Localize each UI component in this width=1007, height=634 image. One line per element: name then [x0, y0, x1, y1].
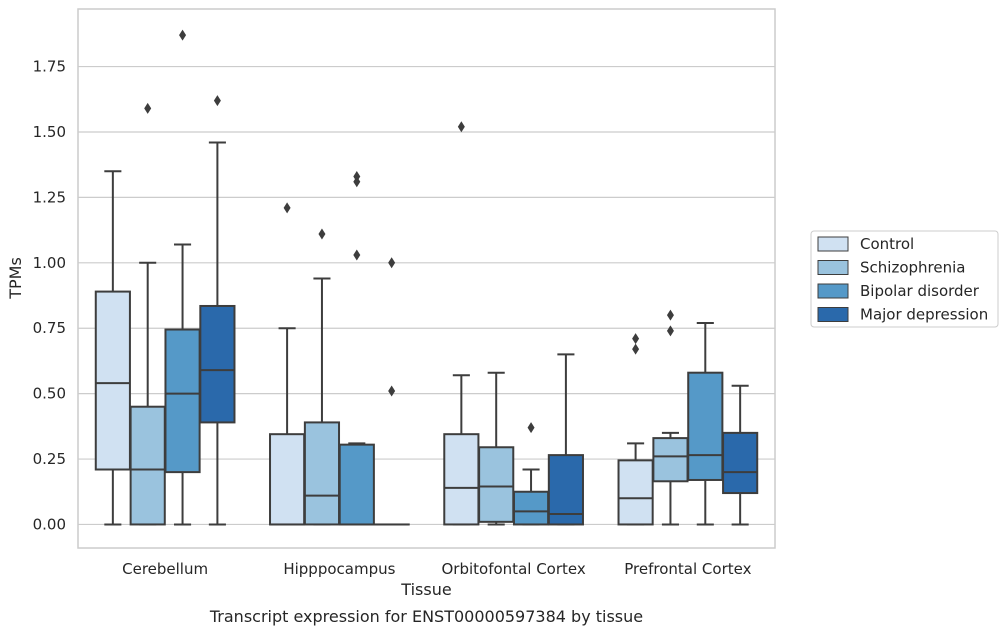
legend-swatch — [817, 283, 849, 299]
box-hipppocampus — [373, 257, 410, 526]
legend-label: Bipolar disorder — [860, 282, 980, 300]
x-tick-label: Orbitofontal Cortex — [442, 560, 586, 578]
x-tick-label: Hipppocampus — [283, 560, 395, 578]
y-tick-label: 0.50 — [33, 385, 66, 403]
box-iqr — [269, 433, 306, 526]
box-orbitofontal-cortex — [443, 121, 480, 526]
plot-area-frame — [77, 8, 776, 549]
y-axis-ticks: 0.00 0.25 0.50 0.75 1.00 1.25 1.50 1.75 — [33, 58, 66, 534]
y-axis-title: TPMs — [6, 257, 25, 300]
box-orbitofontal-cortex — [512, 422, 550, 526]
y-tick-label: 1.00 — [33, 254, 66, 272]
y-tick-label: 1.25 — [33, 188, 66, 206]
y-tick-label: 0.75 — [33, 319, 66, 337]
series-schizophrenia — [129, 102, 689, 526]
box-iqr — [129, 405, 166, 526]
y-tick-label: 1.75 — [33, 58, 66, 76]
series-bipolar-disorder — [164, 29, 724, 526]
box-iqr — [199, 304, 236, 424]
legend-label: Schizophrenia — [860, 259, 965, 277]
y-tick-label: 0.25 — [33, 450, 66, 468]
box-cerebellum — [199, 95, 236, 526]
box-cerebellum — [129, 102, 166, 526]
outlier-point — [632, 343, 640, 355]
box-iqr — [512, 490, 550, 526]
series-control — [94, 121, 654, 526]
outlier-point — [144, 102, 152, 114]
box-iqr — [94, 290, 131, 471]
box-hipppocampus — [338, 170, 375, 526]
outlier-point — [632, 333, 640, 345]
outlier-point — [353, 170, 361, 182]
box-iqr — [652, 437, 689, 483]
box-prefrontal-cortex — [652, 309, 689, 526]
outlier-point — [527, 422, 535, 434]
legend-item: Major depression — [817, 306, 988, 324]
outlier-point — [666, 325, 674, 337]
outlier-point — [318, 228, 326, 240]
legend-frame — [810, 230, 999, 328]
legend-item: Schizophrenia — [817, 259, 965, 277]
box-iqr — [303, 421, 341, 526]
x-axis-ticks: Cerebellum Hipppocampus Orbitofontal Corte… — [122, 560, 751, 578]
legend-label: Major depression — [860, 306, 988, 324]
legend-swatch — [817, 260, 849, 275]
outlier-point — [388, 385, 396, 397]
y-tick-label: 1.50 — [33, 123, 66, 141]
box-prefrontal-cortex — [722, 384, 759, 526]
box-iqr — [478, 446, 515, 523]
outlier-point — [213, 95, 221, 107]
outlier-point — [388, 257, 396, 269]
box-iqr — [722, 431, 759, 495]
chart-caption: Transcript expression for ENST0000059738… — [209, 607, 643, 626]
y-tick-label: 0.00 — [33, 515, 66, 533]
outlier-point — [179, 29, 187, 41]
box-orbitofontal-cortex — [547, 353, 584, 526]
box-cerebellum — [94, 170, 131, 526]
box-iqr — [617, 459, 654, 526]
box-hipppocampus — [303, 228, 341, 526]
x-axis-title: Tissue — [400, 580, 451, 599]
box-orbitofontal-cortex — [478, 371, 515, 526]
outlier-point — [283, 202, 291, 214]
series-major-depression — [199, 95, 759, 526]
box-iqr — [547, 454, 584, 526]
box-iqr — [687, 371, 724, 481]
outlier-point — [666, 309, 674, 321]
box-series-layer — [94, 29, 759, 526]
legend-swatch — [817, 307, 849, 322]
legend-label: Control — [860, 235, 914, 253]
legend-item: Bipolar disorder — [817, 282, 980, 300]
outlier-point — [457, 121, 465, 133]
box-prefrontal-cortex — [687, 321, 724, 526]
legend-item: Control — [817, 235, 914, 253]
box-cerebellum — [164, 29, 201, 526]
legend-swatch — [817, 236, 849, 252]
box-prefrontal-cortex — [617, 333, 654, 526]
box-iqr — [164, 328, 201, 474]
box-hipppocampus — [269, 202, 306, 526]
x-tick-label: Cerebellum — [122, 560, 208, 578]
box-iqr — [338, 443, 375, 526]
legend: Control Schizophrenia Bipolar disorder Majo… — [810, 230, 999, 328]
box-iqr — [443, 433, 480, 526]
x-tick-label: Prefrontal Cortex — [624, 560, 751, 578]
outlier-point — [353, 249, 361, 261]
